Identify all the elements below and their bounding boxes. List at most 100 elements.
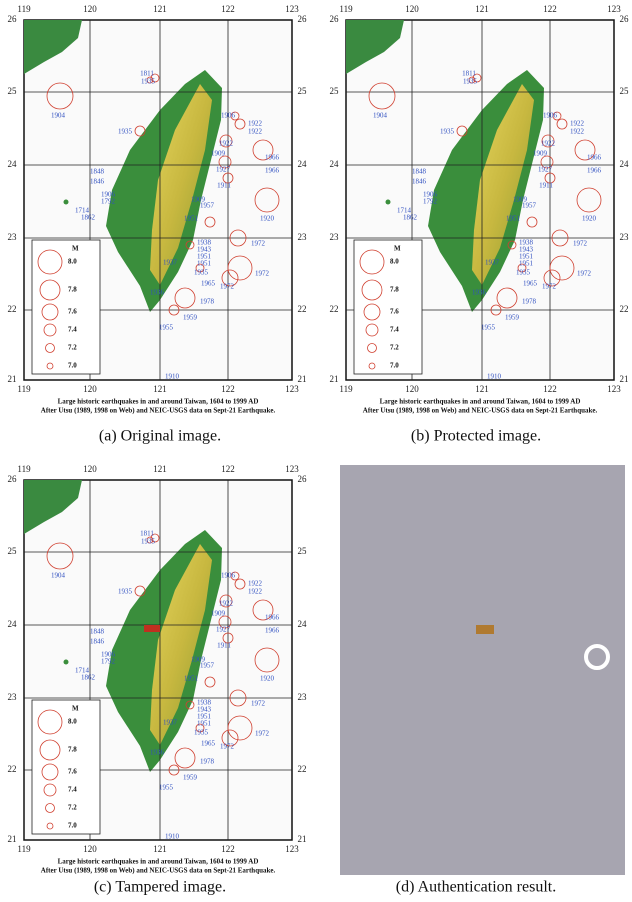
year-label: 1965 (201, 280, 216, 288)
year-label: 1935 (440, 128, 455, 136)
map-caption: Large historic earthquakes in and around… (380, 398, 581, 406)
legend-title: M (394, 245, 401, 253)
year-label: 1922 (248, 120, 263, 128)
legend-label: 7.8 (68, 746, 77, 754)
y-tick-label: 22 (330, 304, 339, 314)
year-label: 1951 (184, 215, 199, 223)
x-tick-label: 122 (221, 4, 235, 14)
y-tick-label: 23 (620, 232, 630, 242)
panel-caption: (a) Original image. (99, 428, 221, 445)
x-tick-label: 123 (607, 384, 621, 394)
legend-box (32, 240, 100, 374)
year-label: 1906 (221, 572, 236, 580)
y-tick-label: 22 (8, 304, 17, 314)
x-tick-label: 120 (83, 464, 97, 474)
year-label: 1848 (90, 628, 105, 636)
year-label: 1927 (538, 166, 553, 174)
x-tick-label: 121 (153, 464, 167, 474)
year-label: 1909 (211, 150, 226, 158)
year-label: 1848 (412, 168, 427, 176)
x-tick-label: 119 (339, 384, 353, 394)
x-tick-label: 119 (339, 4, 353, 14)
x-tick-label: 121 (153, 4, 167, 14)
legend-label: 7.4 (68, 326, 77, 334)
legend-label: 7.2 (68, 344, 77, 352)
year-label: 1955 (481, 324, 496, 332)
year-label: 1937 (485, 259, 500, 267)
legend-label: 7.8 (390, 286, 399, 294)
year-label: 1959 (183, 774, 198, 782)
y-tick-label: 25 (298, 86, 308, 96)
year-label: 1957 (522, 202, 537, 210)
year-label: 1922 (248, 580, 263, 588)
y-tick-label: 21 (620, 374, 629, 384)
year-label: 1965 (523, 280, 538, 288)
legend-label: 8.0 (68, 258, 77, 266)
legend-label: 7.4 (68, 786, 77, 794)
panel-caption: (c) Tampered image. (94, 879, 226, 896)
y-tick-label: 25 (8, 86, 18, 96)
figure: 119 119 120 120 121 121 122 122 123 123 26 26 25 25 24… (0, 0, 632, 902)
year-label: 1936 (472, 289, 487, 297)
legend-box (354, 240, 422, 374)
year-label: 1911 (539, 182, 553, 190)
map-caption: Large historic earthquakes in and around… (58, 858, 259, 866)
map-caption: After Utsu (1989, 1998 on Web) and NEIC-… (41, 407, 276, 415)
y-tick-label: 21 (330, 374, 339, 384)
legend-box (32, 700, 100, 834)
x-tick-label: 119 (17, 844, 31, 854)
year-label: 1906 (543, 112, 558, 120)
x-tick-label: 123 (285, 4, 299, 14)
y-tick-label: 26 (298, 474, 308, 484)
y-tick-label: 23 (330, 232, 340, 242)
year-label: 1972 (255, 270, 270, 278)
x-tick-label: 122 (221, 844, 235, 854)
x-tick-label: 121 (153, 384, 167, 394)
tampered-region (144, 625, 160, 632)
x-tick-label: 123 (607, 4, 621, 14)
year-label: 1935 (141, 78, 156, 86)
year-label: 1792 (423, 198, 438, 206)
x-tick-label: 122 (221, 464, 235, 474)
year-label: 1937 (163, 259, 178, 267)
y-tick-label: 23 (298, 232, 308, 242)
x-tick-label: 120 (83, 4, 97, 14)
penghu-island (64, 200, 69, 205)
map-caption: After Utsu (1989, 1998 on Web) and NEIC-… (363, 407, 598, 415)
year-label: 1957 (200, 662, 215, 670)
year-label: 1920 (582, 215, 597, 223)
year-label: 1846 (90, 178, 105, 186)
year-label: 1910 (165, 833, 180, 841)
y-tick-label: 26 (330, 14, 340, 24)
y-tick-label: 24 (330, 159, 340, 169)
year-label: 1957 (200, 202, 215, 210)
y-tick-label: 22 (298, 304, 307, 314)
x-tick-label: 120 (83, 844, 97, 854)
year-label: 1904 (373, 112, 388, 120)
tamper-detected-block (476, 625, 494, 634)
y-tick-label: 26 (8, 14, 18, 24)
x-tick-label: 121 (475, 384, 489, 394)
map-caption: Large historic earthquakes in and around… (58, 398, 259, 406)
year-label: 1955 (159, 784, 174, 792)
x-tick-label: 122 (543, 384, 557, 394)
year-label: 1978 (522, 298, 537, 306)
x-tick-label: 119 (17, 4, 31, 14)
year-label: 1978 (200, 298, 215, 306)
legend-label: 8.0 (390, 258, 399, 266)
legend-label: 7.0 (68, 362, 77, 370)
year-label: 1927 (216, 166, 231, 174)
year-label: 1972 (255, 730, 270, 738)
y-tick-label: 22 (8, 764, 17, 774)
year-label: 1972 (251, 700, 266, 708)
year-label: 1936 (150, 289, 165, 297)
legend-label: 8.0 (68, 718, 77, 726)
x-tick-label: 123 (285, 844, 299, 854)
year-label: 1909 (533, 150, 548, 158)
year-label: 1951 (197, 260, 212, 268)
year-label: 1935 (118, 128, 133, 136)
map-caption: After Utsu (1989, 1998 on Web) and NEIC-… (41, 867, 276, 875)
year-label: 1904 (51, 572, 66, 580)
year-label: 1862 (403, 214, 418, 222)
